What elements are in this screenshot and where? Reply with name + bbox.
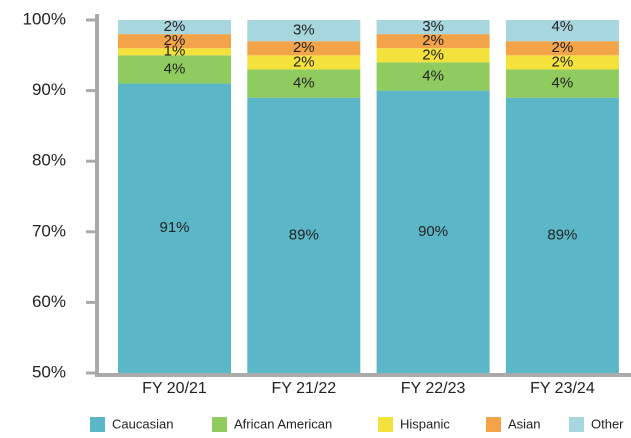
bar-segment (505, 41, 619, 56)
data-label: 90% (418, 223, 448, 240)
bar-segment (376, 48, 490, 63)
bar-segment (247, 69, 361, 98)
bar-segment (118, 34, 231, 49)
data-label: 89% (547, 226, 577, 243)
bar-segment (505, 97, 619, 373)
x-tick-label: FY 20/21 (142, 380, 207, 397)
y-tick-label: 90% (32, 80, 66, 99)
data-label: 2% (552, 53, 574, 70)
data-label: 2% (293, 39, 315, 56)
bar-segment (247, 97, 361, 373)
bars (118, 20, 619, 373)
bar-segment (247, 41, 361, 56)
data-label: 4% (552, 18, 574, 35)
bar-segment (118, 20, 231, 35)
x-tick-label: FY 23/24 (530, 380, 595, 397)
data-label: 2% (422, 32, 444, 49)
data-label: 4% (552, 75, 574, 92)
y-tick-label: 80% (32, 151, 66, 170)
bar-segment (247, 20, 361, 42)
legend-label: Hispanic (400, 416, 450, 431)
bar-segment (376, 90, 490, 373)
data-label: 2% (293, 53, 315, 70)
data-label: 1% (164, 43, 186, 60)
legend-label: Asian (508, 416, 541, 431)
data-label: 4% (164, 60, 186, 77)
bar-segment (376, 20, 490, 35)
legend-swatch (569, 417, 584, 432)
data-label: 3% (422, 18, 444, 35)
data-label: 2% (164, 18, 186, 35)
data-label: 2% (164, 32, 186, 49)
data-label: 91% (159, 219, 189, 236)
legend-swatch (90, 417, 105, 432)
data-label: 4% (293, 75, 315, 92)
bar-segment (118, 55, 231, 84)
bar-segment (118, 83, 231, 373)
bar-segment (505, 69, 619, 98)
bar-segment (118, 48, 231, 56)
y-tick-label: 100% (23, 9, 66, 28)
y-tick-label: 60% (32, 292, 66, 311)
legend-label: African American (234, 416, 332, 431)
legend-swatch (486, 417, 501, 432)
bar-segment (376, 34, 490, 49)
x-tick-label: FY 21/22 (271, 380, 336, 397)
bar-segment (247, 55, 361, 70)
data-label: 3% (293, 22, 315, 39)
data-label: 4% (422, 67, 444, 84)
legend-swatch (378, 417, 393, 432)
bar-segment (376, 62, 490, 91)
y-tick-label: 70% (32, 221, 66, 240)
legend-swatch (212, 417, 227, 432)
legend-label: Other (591, 416, 624, 431)
data-label: 2% (552, 39, 574, 56)
y-tick-label: 50% (32, 362, 66, 381)
legend-label: Caucasian (112, 416, 173, 431)
data-label: 89% (289, 226, 319, 243)
x-tick-label: FY 22/23 (401, 380, 466, 397)
bar-segment (505, 55, 619, 70)
bar-segment (505, 20, 619, 42)
data-label: 2% (422, 46, 444, 63)
